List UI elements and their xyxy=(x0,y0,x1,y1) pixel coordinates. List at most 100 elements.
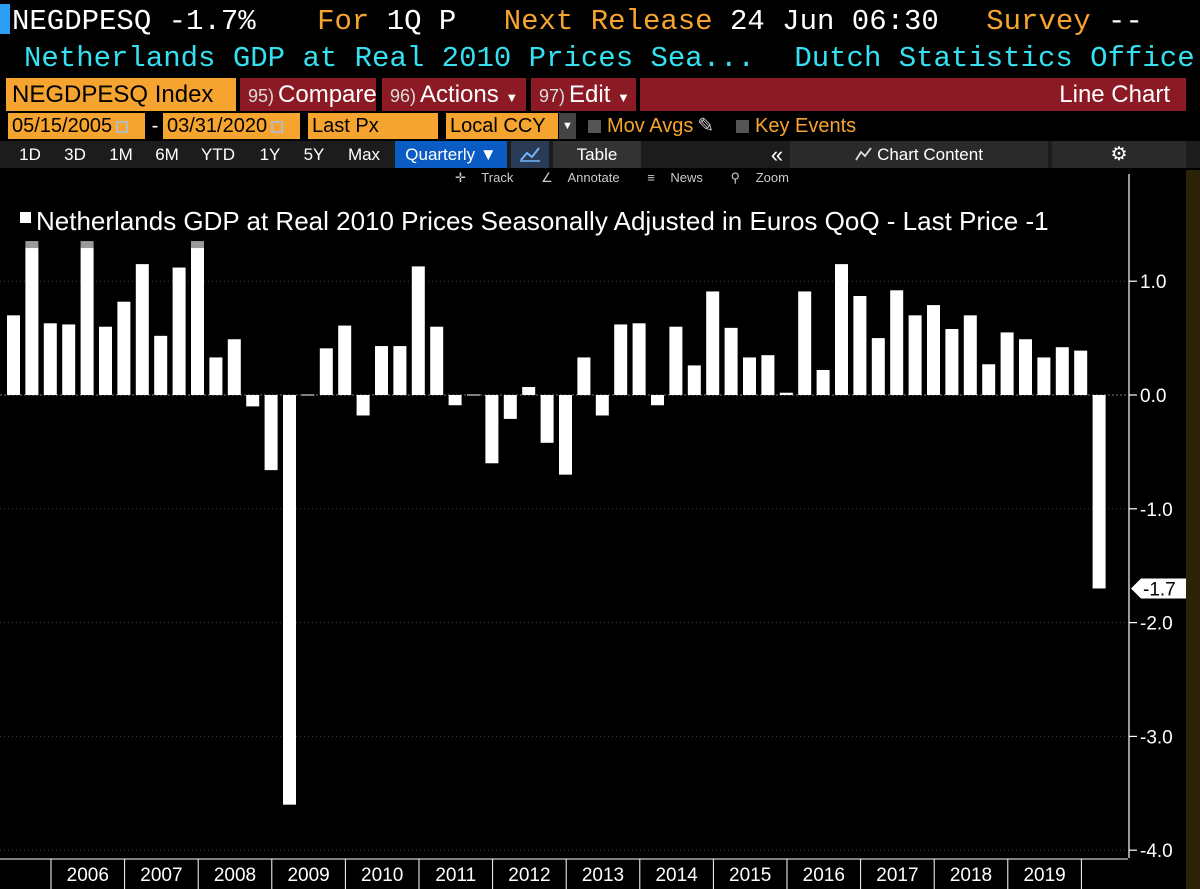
collapse-icon[interactable]: « xyxy=(770,142,784,167)
bar[interactable] xyxy=(375,346,388,395)
frequency-selector[interactable]: Quarterly ▼ xyxy=(395,141,507,168)
chart-type-selector[interactable]: Line Chart xyxy=(640,78,1186,111)
currency-dropdown-icon[interactable]: ▼ xyxy=(559,113,576,139)
bar[interactable] xyxy=(724,327,738,395)
bar[interactable] xyxy=(706,291,720,395)
field-selector[interactable]: Last Px xyxy=(308,113,438,139)
bar[interactable] xyxy=(43,323,57,395)
bar[interactable] xyxy=(1000,332,1014,395)
range-1d[interactable]: 1D xyxy=(19,145,41,164)
bar[interactable] xyxy=(62,324,76,395)
bar[interactable] xyxy=(191,247,204,395)
bar[interactable] xyxy=(135,264,149,395)
bar[interactable] xyxy=(761,355,775,395)
currency-selector[interactable]: Local CCY xyxy=(446,113,558,139)
range-max[interactable]: Max xyxy=(347,145,381,164)
table-view-button[interactable]: Table xyxy=(553,141,641,168)
checkbox-icon[interactable] xyxy=(736,120,749,133)
bar[interactable] xyxy=(356,395,370,416)
bar[interactable] xyxy=(246,395,260,407)
bar[interactable] xyxy=(595,395,609,416)
bar[interactable] xyxy=(411,266,425,395)
bar[interactable] xyxy=(743,357,756,395)
bar[interactable] xyxy=(227,339,241,395)
bar[interactable] xyxy=(1074,350,1088,395)
bar[interactable] xyxy=(945,328,959,395)
bar[interactable] xyxy=(99,326,112,395)
chart-content-button[interactable]: Chart Content xyxy=(790,141,1048,168)
bar[interactable] xyxy=(1055,347,1069,395)
bar[interactable] xyxy=(264,395,278,471)
bar[interactable] xyxy=(301,394,315,396)
bar[interactable] xyxy=(1037,357,1051,395)
bar[interactable] xyxy=(319,348,333,395)
bar[interactable] xyxy=(687,365,701,395)
bar[interactable] xyxy=(522,387,536,395)
y-tick-label: 1.0 xyxy=(1140,272,1166,293)
zoom-tool[interactable]: ⚲ Zoom xyxy=(731,170,801,185)
bar[interactable] xyxy=(172,267,186,395)
bar[interactable] xyxy=(25,247,39,395)
bar[interactable] xyxy=(853,295,867,395)
start-date-input[interactable]: 05/15/2005 xyxy=(8,113,145,139)
bar[interactable] xyxy=(669,326,683,395)
range-3d[interactable]: 3D xyxy=(64,145,86,164)
calendar-icon[interactable] xyxy=(116,121,129,133)
news-tool[interactable]: ≡ News xyxy=(647,170,715,185)
bar[interactable] xyxy=(963,315,977,395)
bar[interactable] xyxy=(540,395,554,443)
bar[interactable] xyxy=(1092,395,1106,589)
chart-view-button[interactable] xyxy=(511,141,549,168)
bar[interactable] xyxy=(393,346,407,395)
bar[interactable] xyxy=(835,264,848,395)
range-6m[interactable]: 6M xyxy=(155,145,179,164)
end-date-input[interactable]: 03/31/2020 xyxy=(163,113,300,139)
checkbox-icon[interactable] xyxy=(588,120,601,133)
gdp-bar-chart[interactable]: Netherlands GDP at Real 2010 Prices Seas… xyxy=(0,170,1200,889)
range-1m[interactable]: 1M xyxy=(109,145,133,164)
bar[interactable] xyxy=(982,364,996,395)
bar[interactable] xyxy=(117,301,131,395)
bar[interactable] xyxy=(632,323,646,395)
bar[interactable] xyxy=(927,305,940,395)
bar[interactable] xyxy=(559,395,572,475)
annotate-tool[interactable]: ∠ Annotate xyxy=(541,170,632,185)
edit-button[interactable]: 97) Edit ▼ xyxy=(531,78,636,111)
bar[interactable] xyxy=(338,325,352,395)
x-tick-label: 2016 xyxy=(803,865,845,886)
key-events-toggle[interactable]: Key Events xyxy=(736,113,856,139)
actions-button[interactable]: 96) Actions ▼ xyxy=(382,78,526,111)
bar[interactable] xyxy=(779,392,793,395)
settings-icon[interactable]: ⚙ xyxy=(1052,141,1186,168)
bar[interactable] xyxy=(467,394,480,396)
bar[interactable] xyxy=(798,291,812,395)
range-5y[interactable]: 5Y xyxy=(303,145,325,164)
bar[interactable] xyxy=(154,335,168,395)
bar[interactable] xyxy=(651,395,664,406)
bar[interactable] xyxy=(503,395,517,419)
compare-button[interactable]: 95) Compare xyxy=(240,78,377,111)
bar[interactable] xyxy=(430,326,444,395)
bar[interactable] xyxy=(7,315,20,395)
range-ytd[interactable]: YTD xyxy=(201,145,235,164)
bar[interactable] xyxy=(890,290,904,395)
range-1y[interactable]: 1Y xyxy=(259,145,281,164)
ticker-symbol[interactable]: NEGDPESQ xyxy=(12,5,152,38)
bar[interactable] xyxy=(577,357,591,395)
survey-value: -- xyxy=(1108,5,1143,38)
pencil-icon[interactable]: ✎ xyxy=(697,115,715,137)
bar[interactable] xyxy=(614,324,628,395)
bar[interactable] xyxy=(871,338,885,395)
bar[interactable] xyxy=(283,395,296,805)
bar[interactable] xyxy=(908,315,922,395)
bar[interactable] xyxy=(1019,339,1032,395)
bar[interactable] xyxy=(485,395,499,464)
mov-avgs-toggle[interactable]: Mov Avgs ✎ xyxy=(588,113,714,139)
calendar-icon[interactable] xyxy=(271,121,284,133)
bar[interactable] xyxy=(448,395,462,406)
security-input[interactable]: NEGDPESQ Index xyxy=(6,78,236,111)
bar[interactable] xyxy=(80,247,94,395)
bar[interactable] xyxy=(209,357,223,395)
bar[interactable] xyxy=(816,369,830,395)
track-tool[interactable]: ✛ Track xyxy=(455,170,525,185)
